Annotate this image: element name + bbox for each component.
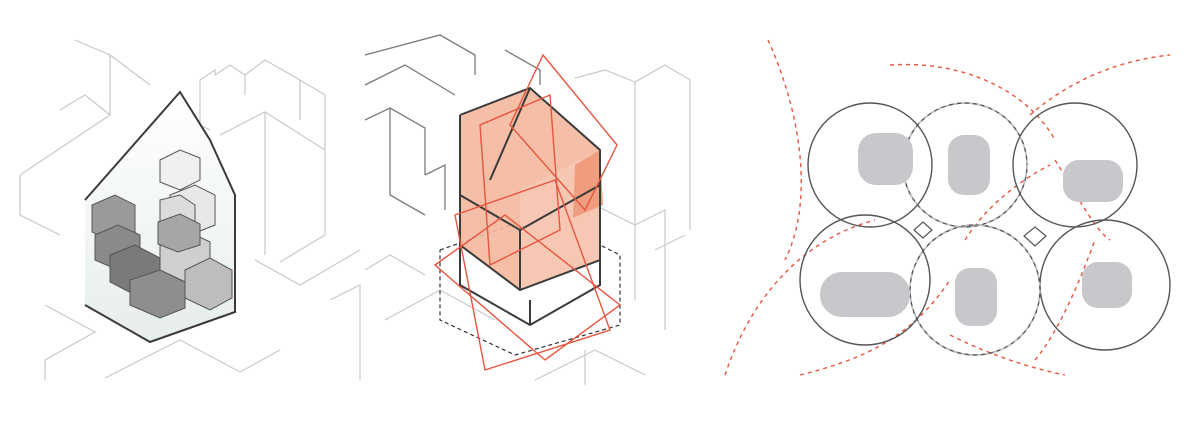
pod-1 — [858, 133, 913, 185]
pod-5 — [955, 268, 997, 326]
volume-drawing — [364, 34, 691, 385]
connectors — [913, 221, 1047, 247]
context-buildings — [19, 39, 361, 380]
envelope-outline — [84, 90, 236, 344]
pods — [820, 133, 1132, 326]
orange-volume — [459, 86, 603, 292]
pod-3 — [1063, 160, 1123, 202]
volume-panel — [345, 0, 705, 422]
rotated-frames — [433, 53, 622, 371]
pod-6 — [1082, 262, 1132, 308]
massing-drawing — [19, 39, 361, 380]
stacked-boxes — [91, 149, 233, 319]
context-buildings — [364, 34, 691, 385]
massing-panel — [0, 0, 380, 422]
pod-2 — [948, 135, 990, 195]
pod-4 — [820, 272, 910, 317]
zones-drawing — [724, 39, 1171, 376]
zones-panel — [710, 0, 1200, 422]
base-frame — [459, 245, 601, 327]
influence-arcs — [724, 39, 1171, 376]
